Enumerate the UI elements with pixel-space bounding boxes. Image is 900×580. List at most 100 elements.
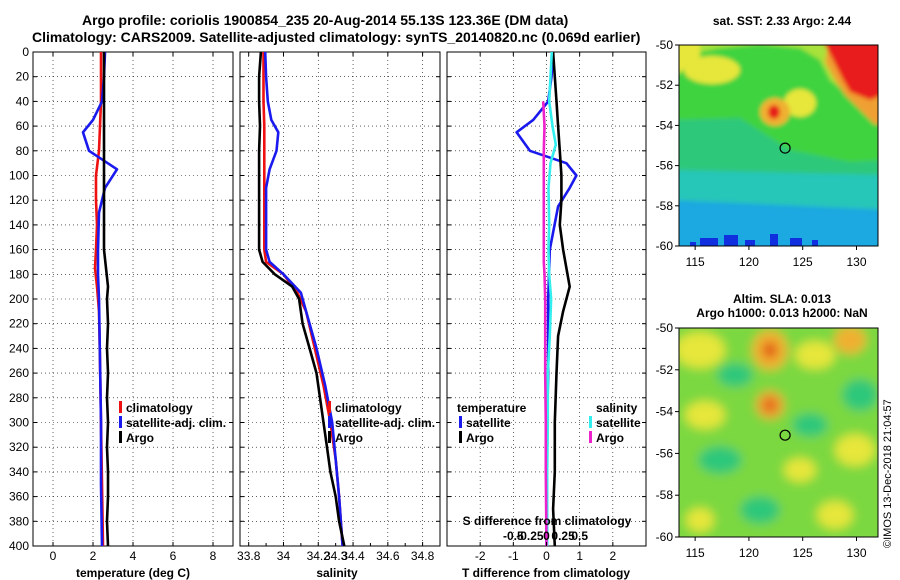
series-layer (81, 51, 578, 547)
legend-label-s-argo: Argo (596, 431, 624, 445)
map-x-tick-label: 125 (793, 255, 813, 269)
legend-label-argo: Argo (126, 431, 154, 445)
legend-label-satellite-adj: satellite-adj. clim. (335, 416, 435, 430)
x-tick-label: 34.6 (376, 549, 400, 563)
series-line-argo (102, 52, 110, 547)
map-y-tick-label: -54 (656, 405, 674, 419)
depth-tick-label: 320 (9, 440, 29, 454)
map-x-tick-label: 120 (739, 255, 759, 269)
depth-tick-label: 380 (9, 514, 29, 528)
map-x-tick-label: 115 (686, 546, 705, 560)
sla-map-title: Altim. SLA: 0.013 (733, 292, 831, 306)
depth-tick-label: 160 (9, 243, 29, 257)
depth-tick-label: 280 (9, 391, 29, 405)
legend-title-temperature: temperature (457, 401, 527, 415)
depth-tick-label: 0 (22, 45, 29, 59)
s-diff-tick-label: 0.5 (571, 529, 588, 543)
legend-label-climatology: climatology (335, 401, 402, 415)
s-diff-tick-label: 0.25 (551, 529, 575, 543)
legend-label-climatology: climatology (126, 401, 193, 415)
x-tick-label: 34.4 (341, 549, 365, 563)
x-tick-label: 34.3 (324, 549, 348, 563)
legend-label-t-satellite: satellite (466, 416, 511, 430)
x-tick-label: 34.8 (411, 549, 435, 563)
depth-tick-label: 180 (9, 267, 29, 281)
legend-label-t-argo: Argo (466, 431, 494, 445)
series-line-argo (257, 51, 346, 547)
depth-tick-label: 120 (9, 193, 29, 207)
legend-swatch-s-satellite (589, 416, 592, 428)
x-tick-label: 2 (90, 549, 97, 563)
legend-swatch-t-argo (459, 431, 462, 443)
series-line-t-argo (551, 51, 572, 547)
depth-tick-label: 400 (9, 539, 29, 553)
sst-map-frame (678, 44, 879, 247)
temperature-xlabel: temperature (deg C) (76, 566, 190, 580)
sst-heatmap (679, 45, 878, 246)
axis-layer: 0 2 4 6 8 33.8 34 34.2 34.4 34.6 34.8 34.3 -2 -1 0 1 2 -0… (33, 51, 646, 563)
salinity-xlabel: salinity (316, 566, 358, 580)
s-diff-tick-label: -0.25 (516, 529, 544, 543)
depth-tick-label: 20 (16, 70, 30, 84)
x-tick-label: -1 (508, 549, 519, 563)
series-line-s-satellite (545, 51, 558, 546)
map-y-tick-label: -56 (656, 446, 674, 460)
depth-tick-label: 360 (9, 490, 29, 504)
s-difference-label: S difference from climatology (463, 514, 632, 528)
map-x-tick-label: 120 (739, 546, 759, 560)
figure-title-line1: Argo profile: coriolis 1900854_235 20-Au… (82, 12, 568, 28)
x-tick-label: 33.8 (237, 549, 261, 563)
depth-tick-label: 80 (16, 144, 30, 158)
map-y-tick-label: -58 (656, 199, 674, 213)
map-y-tick-label: -60 (656, 530, 674, 544)
map-y-tick-label: -60 (656, 239, 674, 253)
series-line-s-argo (541, 101, 548, 547)
x-tick-label: 4 (130, 549, 137, 563)
legend-swatch-argo (119, 431, 122, 443)
map-y-tick-label: -58 (656, 488, 674, 502)
legend-swatch-climatology (328, 401, 331, 413)
imos-watermark: ©IMOS 13-Dec-2018 21:04:57 (882, 399, 894, 548)
legend-swatch-t-satellite (459, 416, 462, 428)
x-tick-label: 0 (50, 549, 57, 563)
salinity-legend: climatology satellite-adj. clim. Argo (328, 401, 435, 445)
depth-tick-label: 300 (9, 416, 29, 430)
x-tick-label: 34 (277, 549, 291, 563)
legend-label-satellite-adj: satellite-adj. clim. (126, 416, 226, 430)
legend-swatch-satellite-adj (119, 416, 122, 428)
temperature-legend: climatology satellite-adj. clim. Argo (119, 401, 226, 445)
sla-map-frame (678, 327, 879, 538)
map-y-tick-label: -56 (656, 159, 674, 173)
x-tick-label: 1 (576, 549, 583, 563)
legend-title-salinity: salinity (596, 401, 638, 415)
map-y-tick-label: -52 (656, 78, 674, 92)
depth-tick-label: 40 (16, 94, 30, 108)
x-tick-label: 2 (609, 549, 616, 563)
s-diff-tick-label: 0 (543, 529, 550, 543)
sst-argo-position-marker (779, 142, 791, 154)
legend-label-argo: Argo (335, 431, 363, 445)
map-y-tick-label: -50 (656, 38, 674, 52)
x-tick-label: 34.2 (307, 549, 331, 563)
map-x-tick-label: 125 (793, 546, 813, 560)
legend-swatch-argo (328, 431, 331, 443)
legend-swatch-satellite-adj (328, 416, 331, 428)
map-y-tick-label: -54 (656, 118, 674, 132)
depth-tick-label: 200 (9, 292, 29, 306)
series-line-satellite-adj-clim- (81, 51, 119, 547)
sst-map-title: sat. SST: 2.33 Argo: 2.44 (713, 14, 852, 28)
depth-tick-label: 340 (9, 465, 29, 479)
map-x-tick-label: 115 (686, 255, 705, 269)
legend-swatch-climatology (119, 401, 122, 413)
difference-xlabel: T difference from climatology (462, 566, 630, 580)
s-diff-tick-label: -0.5 (503, 529, 524, 543)
x-tick-label: -2 (475, 549, 486, 563)
depth-tick-label: 240 (9, 341, 29, 355)
figure-title-line2: Climatology: CARS2009. Satellite-adjuste… (32, 29, 640, 45)
sla-heatmap (679, 328, 878, 537)
difference-legend: temperature satellite Argo salinity sate… (457, 401, 641, 445)
depth-tick-label: 140 (9, 218, 29, 232)
x-tick-label: 0 (543, 549, 550, 563)
depth-tick-label: 220 (9, 317, 29, 331)
